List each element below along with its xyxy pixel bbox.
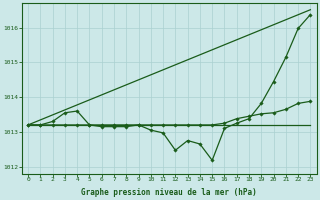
X-axis label: Graphe pression niveau de la mer (hPa): Graphe pression niveau de la mer (hPa) [81, 188, 257, 197]
